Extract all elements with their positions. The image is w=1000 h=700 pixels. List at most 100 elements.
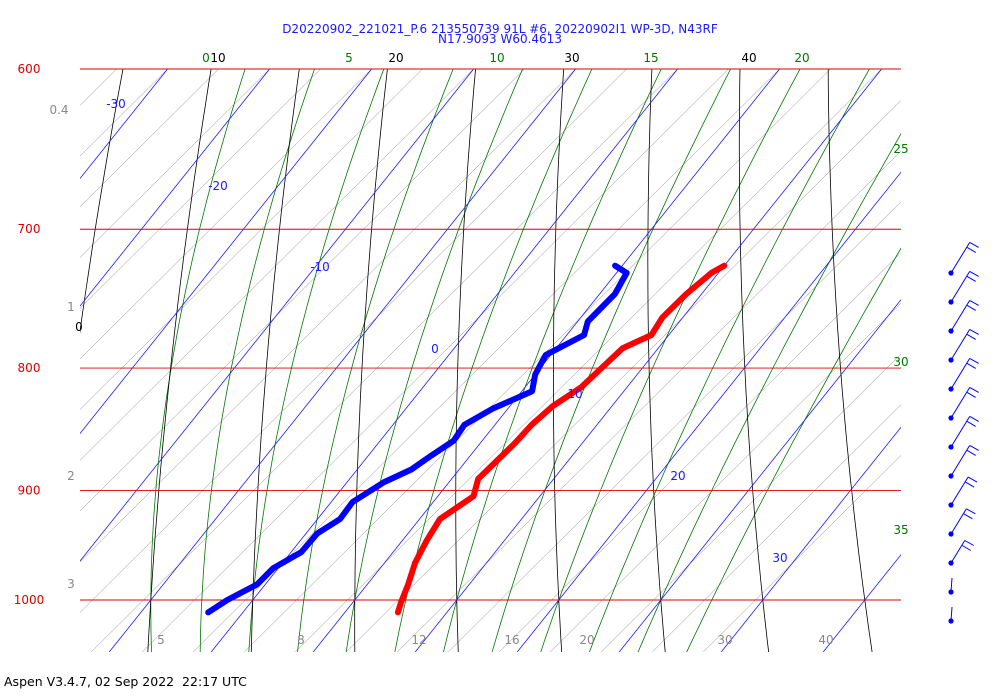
isotherm-line xyxy=(80,69,168,180)
isotherm-line xyxy=(618,299,901,652)
moist-adiabat-line xyxy=(637,133,901,652)
dry-adiabat-label: 0 xyxy=(75,320,83,334)
dry-adiabat-line xyxy=(455,69,477,652)
moist-adiabat-line xyxy=(248,69,385,652)
temperature-profile-line xyxy=(394,262,728,616)
mixing-ratio-line xyxy=(80,69,423,410)
moist-adiabat-label: 25 xyxy=(893,142,908,156)
dewpoint-profile-line xyxy=(205,262,630,616)
wind-barb-flag xyxy=(969,444,979,451)
chart-title: D20220902_221021_P.6 213550739 91L #6, 2… xyxy=(282,22,718,36)
mixing-ratio-line xyxy=(346,100,901,652)
mixing-ratio-line xyxy=(80,69,270,258)
moist-adiabat-line xyxy=(686,247,901,652)
mixing-ratio-line xyxy=(550,302,901,652)
mixing-ratio-line xyxy=(80,69,219,208)
dry-adiabat-line xyxy=(553,69,565,652)
isotherm-label: 20 xyxy=(670,469,685,483)
wind-barb xyxy=(948,606,954,624)
wind-barb-staff xyxy=(950,540,966,564)
moist-adiabat-label: 35 xyxy=(893,523,908,537)
wind-barb-staff xyxy=(950,416,971,448)
dry-adiabat-line xyxy=(147,69,212,652)
bottom-axis-label: 20 xyxy=(579,633,594,647)
wind-barb-flag xyxy=(969,415,979,422)
bottom-axis-label: 12 xyxy=(411,633,426,647)
mixing-ratio-line xyxy=(80,69,627,613)
wind-barbs xyxy=(948,241,979,624)
wind-barb-staff xyxy=(950,300,971,332)
wind-barb-flag xyxy=(966,391,976,398)
isotherm-line xyxy=(720,426,901,652)
dry-adiabat-line xyxy=(80,69,124,334)
dry-adiabat-label: 20 xyxy=(388,51,403,65)
wind-barb-flag xyxy=(969,241,979,248)
wind-barb-flag xyxy=(969,357,979,364)
mixing-ratio-line xyxy=(448,201,901,652)
mixing-ratio-line xyxy=(652,404,901,652)
wind-barb-flag xyxy=(966,304,976,311)
mixing-ratio-line xyxy=(80,69,474,461)
mixing-ratio-line xyxy=(499,252,901,652)
wind-barb xyxy=(948,476,978,508)
wind-barb-staff xyxy=(950,271,971,303)
bottom-axis-label: 8 xyxy=(297,633,305,647)
isobar-label: 700 xyxy=(18,222,41,236)
mixing-ratio-line xyxy=(80,69,321,309)
moist-adiabat-label: 5 xyxy=(345,51,353,65)
wind-barb-flag xyxy=(966,420,976,427)
isotherms xyxy=(80,69,901,652)
wind-barb-staff xyxy=(950,508,967,535)
dry-adiabat-line xyxy=(250,69,300,652)
isotherm-line xyxy=(210,69,678,652)
isotherm-label: -10 xyxy=(310,260,330,274)
mixing-ratio-line xyxy=(80,69,576,563)
wind-barb xyxy=(948,299,979,334)
moist-adiabat-label: 15 xyxy=(643,51,658,65)
isotherm-label: 0 xyxy=(431,342,439,356)
isotherm-label: -20 xyxy=(208,179,228,193)
isotherm-line xyxy=(822,554,901,652)
wind-barb-flag xyxy=(961,545,972,551)
left-axis-label: 2 xyxy=(67,469,75,483)
left-axis-label: 1 xyxy=(67,300,75,314)
mixing-ratio-line xyxy=(703,454,901,652)
wind-barb-staff xyxy=(950,577,953,593)
moist-adiabat-label: 30 xyxy=(893,355,908,369)
moist-adiabat-line xyxy=(491,69,732,652)
mixing-ratio-line xyxy=(80,69,372,360)
mixing-ratio-line xyxy=(244,69,831,652)
wind-barb-staff xyxy=(950,476,969,506)
moist-adiabat-line xyxy=(394,69,593,652)
moist-adiabat-label: 10 xyxy=(489,51,504,65)
moist-adiabat-line xyxy=(297,69,454,652)
wind-barb-flag xyxy=(969,270,979,277)
mixing-ratio-lines xyxy=(80,69,901,652)
mixing-ratio-line xyxy=(91,69,678,652)
chart-subtitle: N17.9093 W60.4613 xyxy=(438,32,562,46)
wind-barb-flag xyxy=(969,386,979,393)
isotherm-label: 30 xyxy=(772,551,787,565)
dry-adiabat-line xyxy=(915,0,981,680)
wind-barb-flag xyxy=(966,333,976,340)
dry-adiabat-line xyxy=(354,69,388,652)
isobar-label: 1000 xyxy=(14,593,45,607)
wind-barb-flag xyxy=(964,540,974,546)
isotherm-line xyxy=(108,69,576,652)
moist-adiabat-line xyxy=(588,69,870,652)
isotherm-line xyxy=(312,69,780,652)
mixing-ratio-line xyxy=(601,353,901,652)
footer-text: Aspen V3.4.7, 02 Sep 2022 22:17 UTC xyxy=(4,674,247,689)
wind-barb xyxy=(948,357,979,392)
isobars xyxy=(80,68,901,601)
dry-adiabat-label: 10 xyxy=(210,51,225,65)
wind-barb xyxy=(948,415,979,450)
wind-barb xyxy=(948,241,979,276)
mixing-ratio-line xyxy=(80,69,525,512)
isobar-label: 600 xyxy=(18,62,41,76)
wind-barb xyxy=(948,508,976,537)
dry-adiabat-label: 30 xyxy=(564,51,579,65)
dry-adiabat-line xyxy=(647,69,666,652)
